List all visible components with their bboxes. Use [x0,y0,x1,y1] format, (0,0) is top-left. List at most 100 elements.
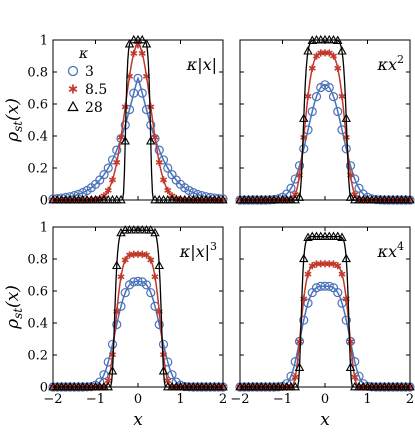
marker-asterisk [308,64,316,72]
marker-asterisk [121,256,129,264]
marker-asterisk [304,270,312,278]
marker-circle [112,319,122,330]
marker-asterisk [291,373,299,381]
marker-asterisk [304,92,312,100]
marker-triangle [154,260,164,270]
marker-circle [184,185,194,196]
marker-triangle [328,34,339,44]
marker-triangle [405,381,415,391]
marker-circle [141,280,152,290]
marker-asterisk [351,373,359,381]
marker-circle [167,370,177,380]
marker-asterisk [334,64,342,72]
marker-triangle [116,194,126,204]
marker-asterisk [295,338,304,346]
series-kappa-28 [48,34,228,204]
y-tick-label: 0.4 [27,317,48,332]
marker-triangle [124,38,135,48]
legend-label-kappa-8.5: 8.5 [85,82,107,98]
curve-kappa-3 [240,84,410,201]
marker-triangle [103,381,113,391]
marker-circle [133,276,143,286]
x-axis-title: x [320,410,330,430]
panel-label: κx2 [376,53,404,74]
marker-circle [299,315,309,325]
panel-label: κ|x| [186,55,217,74]
x-tick-label: −2 [43,392,62,407]
legend: κ 3 8.5 28 [67,46,107,116]
marker-asterisk [104,186,112,194]
series-kappa-3 [48,73,228,204]
marker-triangle [141,38,152,48]
marker-triangle [345,362,356,372]
marker-asterisk [142,251,151,259]
y-tick-label: 0.2 [27,162,48,177]
marker-asterisk [155,158,163,166]
marker-asterisk [346,338,355,346]
y-tick-label: 0 [40,381,48,396]
curve-kappa-8.5 [240,52,410,201]
marker-triangle [146,136,156,145]
x-tick-label: 2 [406,392,414,407]
marker-triangle [120,136,130,145]
marker-triangle [303,46,313,55]
y-tick-label: 0 [40,194,48,209]
y-tick-label: 0.6 [27,285,48,300]
curve-kappa-8.5 [53,253,223,388]
marker-asterisk [334,262,342,270]
marker-triangle [299,113,309,122]
marker-circle [103,163,113,173]
y-tick-label: 0.4 [27,130,48,145]
curve-kappa-3 [240,285,410,388]
x-tick-label: −1 [86,392,105,407]
x-axis-title: x [133,410,143,430]
marker-circle [328,91,339,102]
series-kappa-28 [235,231,415,391]
y-tick-label: 1 [40,34,48,49]
marker-circle [137,88,147,98]
marker-asterisk [147,256,155,264]
marker-triangle [294,362,305,372]
marker-asterisk [159,176,168,184]
y-axis-title: ρst(x) [3,285,25,330]
series-kappa-3 [235,80,415,205]
marker-asterisk [108,176,117,184]
marker-triangle [341,113,351,122]
series-kappa-28 [235,34,415,204]
x-tick-label: −2 [230,392,249,407]
series-kappa-28 [48,225,228,391]
panel-4: −2 −1 0 1 2 κx4 [230,226,415,407]
marker-circle [99,170,109,180]
marker-asterisk [164,186,172,194]
y-tick-label: 0.8 [27,253,48,268]
x-tick-label: 1 [363,392,371,407]
marker-asterisk [130,49,138,57]
y-tick-label: 0.6 [27,98,48,113]
marker-asterisk [338,270,346,278]
marker-asterisk [117,133,125,141]
marker-triangle [146,225,156,234]
marker-triangle [112,260,122,270]
y-axis-title: ρst(x) [3,98,25,143]
marker-circle [286,183,296,193]
marker-triangle [290,194,300,204]
marker-circle [154,319,164,330]
marker-triangle [137,34,147,44]
curve-kappa-3 [53,280,223,388]
marker-asterisk [113,158,121,166]
marker-circle [324,82,334,93]
marker-circle [154,145,164,155]
panel-label: κx4 [376,240,404,261]
legend-marker-triangle [67,100,79,112]
y-tick-label: 0.2 [27,349,48,364]
marker-asterisk [147,103,155,111]
x-tick-label: 0 [321,392,329,407]
marker-circle [311,91,322,102]
marker-triangle [158,365,169,375]
curve-kappa-3 [52,76,224,200]
marker-triangle [337,46,347,55]
marker-triangle [299,253,309,263]
marker-circle [99,370,109,380]
legend-marker-circle [67,65,79,77]
